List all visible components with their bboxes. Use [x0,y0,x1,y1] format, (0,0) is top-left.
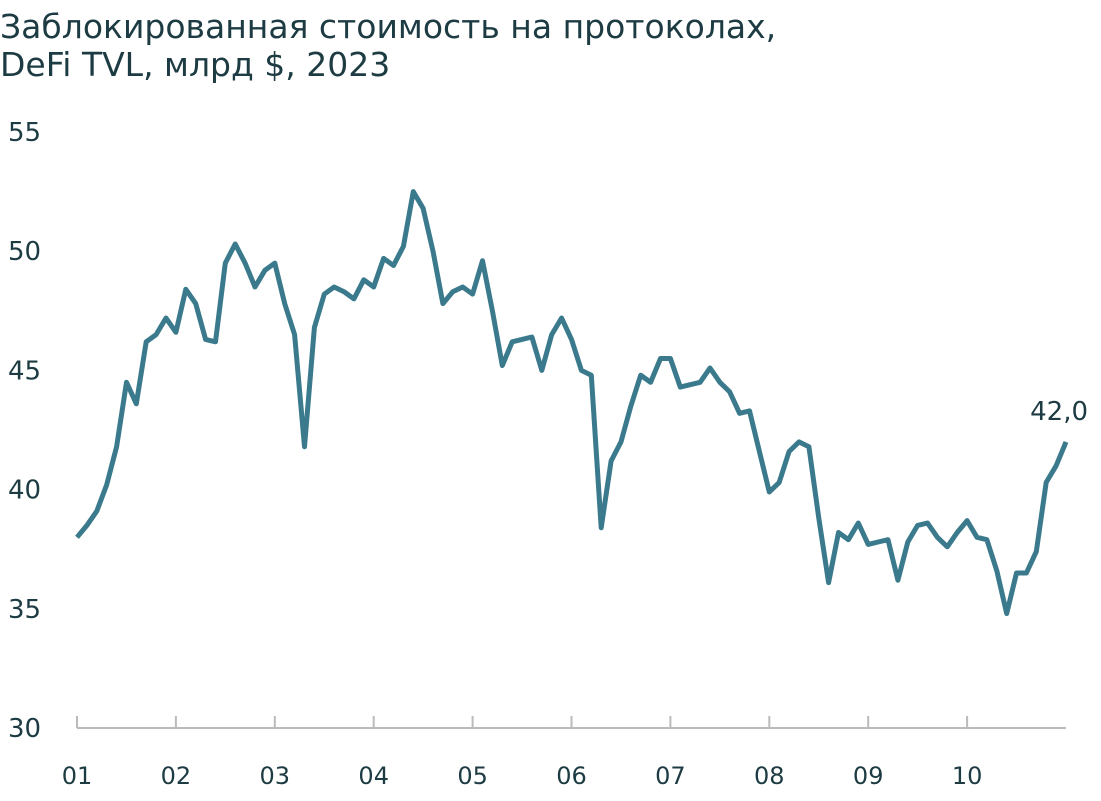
x-tick-label: 08 [754,762,785,790]
x-tick-label: 05 [457,762,488,790]
y-tick-label: 35 [8,595,41,625]
line [75,189,1069,617]
x-tick-label: 03 [260,762,291,790]
x-tick-label: 07 [655,762,686,790]
chart-title: Заблокированная стоимость на протоколах, [0,7,776,46]
y-tick-label: 45 [8,356,41,386]
data-label: 42,0 [1030,397,1088,427]
x-tick-label: 02 [161,762,192,790]
y-tick-label: 55 [8,118,41,148]
x-tick-label: 10 [952,762,983,790]
x-tick-label: 01 [62,762,93,790]
y-tick-label: 50 [8,237,41,267]
x-tick-label: 04 [358,762,389,790]
y-tick-label: 30 [8,714,41,744]
y-tick-label: 40 [8,476,41,506]
x-tick-label: 06 [556,762,587,790]
chart-title: DeFi TVL, млрд $, 2023 [0,45,390,84]
x-tick-label: 09 [853,762,884,790]
